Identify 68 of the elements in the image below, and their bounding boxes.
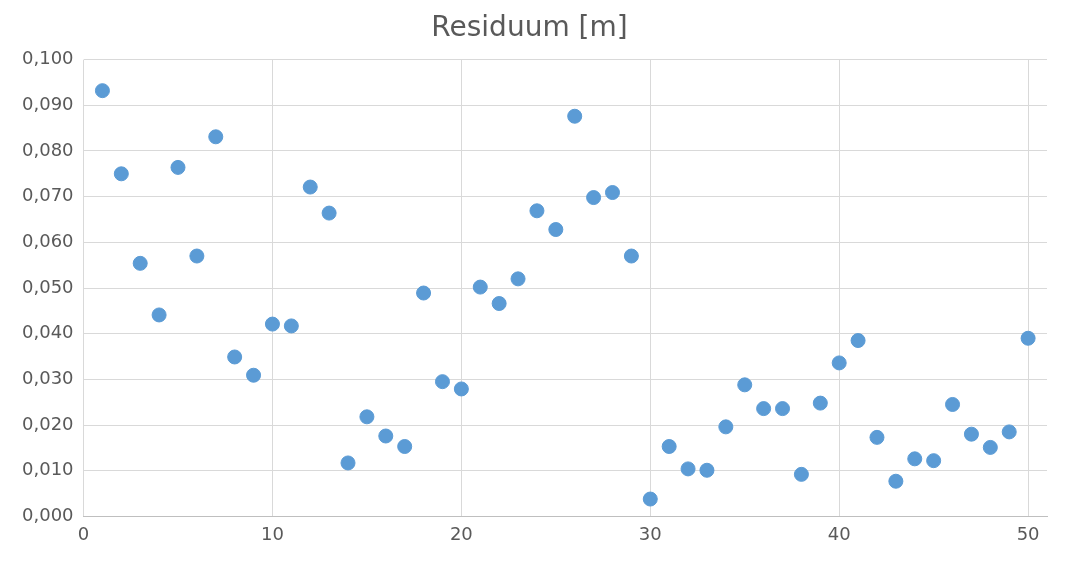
point	[661, 439, 677, 455]
point	[775, 401, 791, 417]
point	[604, 185, 620, 201]
point	[510, 271, 526, 287]
point	[321, 205, 337, 221]
point	[793, 466, 809, 482]
point	[1001, 424, 1017, 440]
point	[359, 409, 375, 425]
point	[94, 83, 110, 99]
y-tick-label: 0,060	[22, 229, 74, 251]
point	[718, 419, 734, 435]
y-tick-label: 0,000	[22, 504, 74, 526]
y-tick-label: 0,020	[22, 412, 74, 434]
point	[227, 349, 243, 365]
point	[397, 439, 413, 455]
point	[246, 367, 262, 383]
point	[680, 461, 696, 477]
point	[982, 439, 998, 455]
point	[132, 255, 148, 271]
point	[737, 377, 753, 393]
point	[434, 374, 450, 390]
x-tick-label: 20	[449, 522, 473, 544]
point	[1020, 330, 1036, 346]
point	[529, 203, 545, 219]
point	[567, 108, 583, 124]
y-tick-label: 0,030	[22, 367, 74, 389]
point	[888, 473, 904, 489]
point	[831, 355, 847, 371]
point	[926, 453, 942, 469]
point	[302, 179, 318, 195]
x-tick-label: 40	[827, 522, 851, 544]
point	[907, 451, 923, 467]
point	[170, 159, 186, 175]
point	[264, 316, 280, 332]
point	[151, 307, 167, 323]
point	[586, 190, 602, 206]
point	[812, 395, 828, 411]
y-tick-label: 0,040	[22, 321, 74, 343]
point	[642, 491, 658, 507]
y-tick-label: 0,010	[22, 458, 74, 480]
point	[623, 248, 639, 264]
point	[548, 222, 564, 238]
y-tick-label: 0,090	[22, 92, 74, 114]
x-tick-label: 30	[638, 522, 662, 544]
point	[113, 166, 129, 182]
point	[756, 401, 772, 417]
point	[208, 129, 224, 145]
y-tick-label: 0,050	[22, 275, 74, 297]
point	[850, 333, 866, 349]
chart-title: Residuum [m]	[431, 10, 628, 44]
point	[472, 279, 488, 295]
point	[378, 428, 394, 444]
y-tick-label: 0,070	[22, 184, 74, 206]
point	[283, 318, 299, 334]
point	[869, 429, 885, 445]
x-tick-label: 50	[1016, 522, 1040, 544]
x-tick-label: 0	[77, 522, 90, 544]
point	[453, 381, 469, 397]
point	[416, 285, 432, 301]
y-tick-label: 0,100	[22, 47, 74, 69]
point	[491, 296, 507, 312]
point	[963, 426, 979, 442]
point	[945, 396, 961, 412]
y-tick-label: 0,080	[22, 138, 74, 160]
point	[340, 455, 356, 471]
point	[699, 462, 715, 478]
x-tick-label: 10	[260, 522, 284, 544]
point	[189, 248, 205, 264]
